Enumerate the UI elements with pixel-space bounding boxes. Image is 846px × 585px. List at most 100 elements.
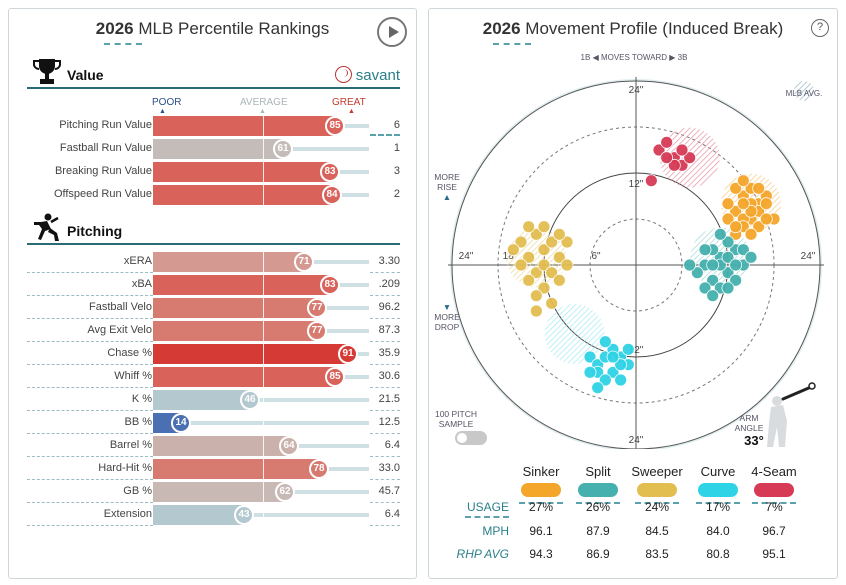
percentile-row[interactable]: Fastball Velo 77 96.2 <box>27 297 400 319</box>
percentile-row[interactable]: xERA 71 3.30 <box>27 251 400 273</box>
percentile-title-year: 2026 <box>95 19 134 38</box>
pitch-toggle-pill[interactable] <box>578 483 618 497</box>
percentile-bubble: 14 <box>171 413 191 433</box>
pitch-point <box>721 281 735 295</box>
percentile-bubble: 62 <box>275 482 295 502</box>
percentile-row-label: Fastball Velo <box>89 301 152 313</box>
pitch-rhp-avg-cell: 83.5 <box>645 547 669 561</box>
percentile-bubble: 83 <box>320 162 340 182</box>
more-drop-line1: MORE <box>434 312 460 322</box>
pitch-rhp-avg-cell: 80.8 <box>706 547 730 561</box>
rhp-avg-row-label: RHP AVG <box>456 547 509 561</box>
stat-value: 21.5 <box>378 393 400 405</box>
scale-great-marker-icon: ▲ <box>348 108 355 115</box>
average-line <box>263 116 264 136</box>
pitch-point <box>721 212 735 226</box>
pitch-point <box>744 227 758 241</box>
pitch-point <box>598 373 612 387</box>
percentile-row[interactable]: Hard-Hit % 78 33.0 <box>27 458 400 480</box>
savant-logo[interactable]: savant <box>334 66 400 84</box>
pitch-usage-cell: 26% <box>585 500 611 514</box>
percentile-bar <box>153 321 319 341</box>
percentile-bar <box>153 482 287 502</box>
percentile-title-text: MLB Percentile Rankings <box>138 19 330 38</box>
pitch-point <box>545 235 559 249</box>
stat-value: 2 <box>393 188 400 200</box>
stat-value: 6.4 <box>384 439 400 451</box>
percentile-bar <box>153 367 337 387</box>
percentile-bubble: 85 <box>325 367 345 387</box>
pitch-point <box>721 235 735 249</box>
scale-poor-label: POOR <box>152 97 182 108</box>
percentile-row[interactable]: Whiff % 85 30.6 <box>27 366 400 388</box>
percentile-bar <box>153 139 285 159</box>
scale-poor-marker-icon: ▲ <box>159 108 166 115</box>
percentile-row[interactable]: Offspeed Run Value 84 2 <box>27 184 400 206</box>
average-line <box>263 436 264 456</box>
percentile-row[interactable]: Pitching Run Value 85 6 <box>27 115 400 137</box>
percentile-row[interactable]: BB % 14 12.5 <box>27 412 400 434</box>
pitch-rhp-avg-cell: 86.9 <box>586 547 610 561</box>
percentile-bubble: 85 <box>325 116 345 136</box>
pitch-usage-cell: 27% <box>528 500 554 514</box>
movement-title-year: 2026 <box>482 19 521 38</box>
movement-title: 2026 Movement Profile (Induced Break) <box>429 19 837 39</box>
row-divider <box>370 502 400 503</box>
more-rise-line1: MORE <box>434 172 460 182</box>
third-base-label: 3B <box>677 53 688 62</box>
pitch-point <box>729 204 743 218</box>
percentile-row[interactable]: Fastball Run Value 61 1 <box>27 138 400 160</box>
percentile-row[interactable]: Barrel % 64 6.4 <box>27 435 400 457</box>
percentile-bar <box>153 344 350 364</box>
percentile-row[interactable]: Avg Exit Velo 77 87.3 <box>27 320 400 342</box>
pitch-usage-cell: 24% <box>644 500 670 514</box>
pitch-toggle-pill[interactable] <box>637 483 677 497</box>
pitch-sample-line2: SAMPLE <box>438 419 474 429</box>
play-button[interactable] <box>377 17 407 47</box>
pitch-toggle-pill[interactable] <box>754 483 794 497</box>
row-divider <box>370 272 400 273</box>
row-divider <box>27 341 153 342</box>
pitch-mph-cell: 84.0 <box>706 524 730 538</box>
pitch-point <box>667 158 681 172</box>
pitch-point <box>660 151 674 165</box>
pitch-usage-cell: 17% <box>705 500 731 514</box>
percentile-row[interactable]: GB % 62 45.7 <box>27 481 400 503</box>
percentile-row[interactable]: Extension 43 6.4 <box>27 504 400 526</box>
percentile-bubble: 91 <box>338 344 358 364</box>
percentile-row-label: Chase % <box>107 347 152 359</box>
pitch-mph-cell: 87.9 <box>586 524 610 538</box>
row-divider <box>27 456 153 457</box>
percentile-row[interactable]: Breaking Run Value 83 3 <box>27 161 400 183</box>
percentile-bar <box>153 390 252 410</box>
pitch-toggle-pill[interactable] <box>698 483 738 497</box>
pitch-points <box>506 135 781 395</box>
pitch-point <box>736 197 750 211</box>
help-button[interactable]: ? <box>811 19 829 37</box>
pitch-mph-cell: 96.7 <box>762 524 786 538</box>
pitch-point <box>652 143 666 157</box>
average-line <box>263 367 264 387</box>
percentile-bar <box>153 505 246 525</box>
pitch-mph-cell: 96.1 <box>529 524 553 538</box>
moves-toward-text: MOVES TOWARD <box>600 53 668 62</box>
pitch-point <box>706 273 720 287</box>
movement-title-text: Movement Profile (Induced Break) <box>525 19 784 38</box>
percentile-row[interactable]: Chase % 91 35.9 <box>27 343 400 365</box>
pitch-point <box>683 258 697 272</box>
pitch-sample-toggle[interactable] <box>455 431 487 445</box>
pitch-point <box>606 350 620 364</box>
pitch-toggle-pill[interactable] <box>521 483 561 497</box>
percentile-row-label: K % <box>131 393 152 405</box>
percentile-bubble: 64 <box>279 436 299 456</box>
pitch-point <box>752 220 766 234</box>
pitch-point <box>529 289 543 303</box>
percentile-bubble: 77 <box>307 298 327 318</box>
row-divider <box>27 410 153 411</box>
average-line <box>263 459 264 479</box>
percentile-row[interactable]: K % 46 21.5 <box>27 389 400 411</box>
row-divider <box>27 525 153 526</box>
pitch-point <box>537 220 551 234</box>
pitch-point <box>698 281 712 295</box>
percentile-row[interactable]: xBA 83 .209 <box>27 274 400 296</box>
